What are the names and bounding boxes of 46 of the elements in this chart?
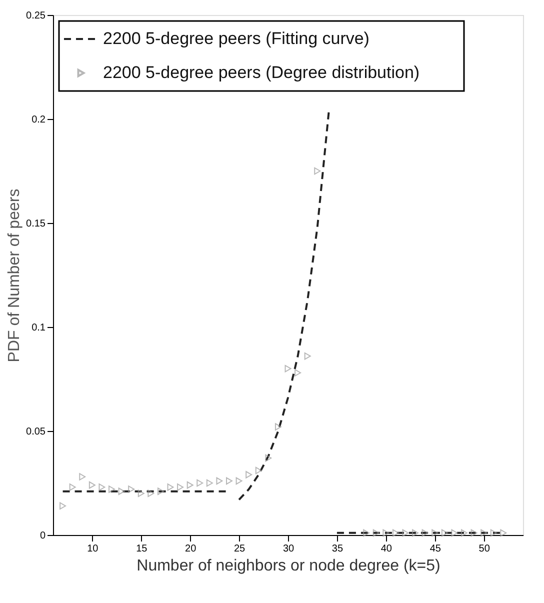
x-axis-title: Number of neighbors or node degree (k=5) xyxy=(136,558,440,574)
point xyxy=(500,529,507,537)
legend-label: 2200 5-degree peers (Fitting curve) xyxy=(103,29,370,48)
point xyxy=(167,484,174,491)
x-tick-label: 50 xyxy=(478,544,490,554)
point xyxy=(216,477,223,485)
point xyxy=(186,481,194,489)
point xyxy=(441,529,448,537)
point xyxy=(382,529,390,537)
x-tick-label: 10 xyxy=(87,544,99,554)
point xyxy=(196,479,204,487)
point xyxy=(451,529,458,537)
x-tick-label: 30 xyxy=(282,544,294,554)
x-tick-label: 45 xyxy=(430,544,442,554)
point xyxy=(98,484,106,491)
point xyxy=(226,477,232,485)
x-tick-label: 40 xyxy=(380,544,392,554)
point xyxy=(79,473,86,480)
point xyxy=(69,484,76,491)
point xyxy=(363,529,370,537)
point xyxy=(490,529,497,537)
point xyxy=(432,529,438,537)
point xyxy=(412,529,419,537)
point xyxy=(88,481,96,489)
x-tick-label: 25 xyxy=(234,544,246,554)
point xyxy=(372,529,380,537)
point xyxy=(206,479,213,487)
legend-label: 2200 5-degree peers (Degree distribution) xyxy=(103,63,420,82)
point xyxy=(177,484,184,491)
y-tick-label: 0.25 xyxy=(26,10,46,22)
point xyxy=(422,529,428,537)
point xyxy=(392,529,399,537)
point xyxy=(402,529,409,537)
y-axis-title: PDF of Number of peers xyxy=(6,188,24,362)
y-tick-label: 0.2 xyxy=(32,114,46,126)
y-tick-label: 0.1 xyxy=(32,322,46,334)
point xyxy=(480,529,488,537)
point xyxy=(461,529,468,537)
point xyxy=(470,529,478,537)
x-tick-label: 35 xyxy=(332,544,344,554)
y-tick-label: 0.15 xyxy=(26,218,46,230)
y-tick-label: 0 xyxy=(40,530,46,542)
point xyxy=(60,502,66,510)
x-tick-label: 20 xyxy=(185,544,197,554)
x-tick-label: 15 xyxy=(136,544,148,554)
y-tick-label: 0.05 xyxy=(26,426,46,438)
